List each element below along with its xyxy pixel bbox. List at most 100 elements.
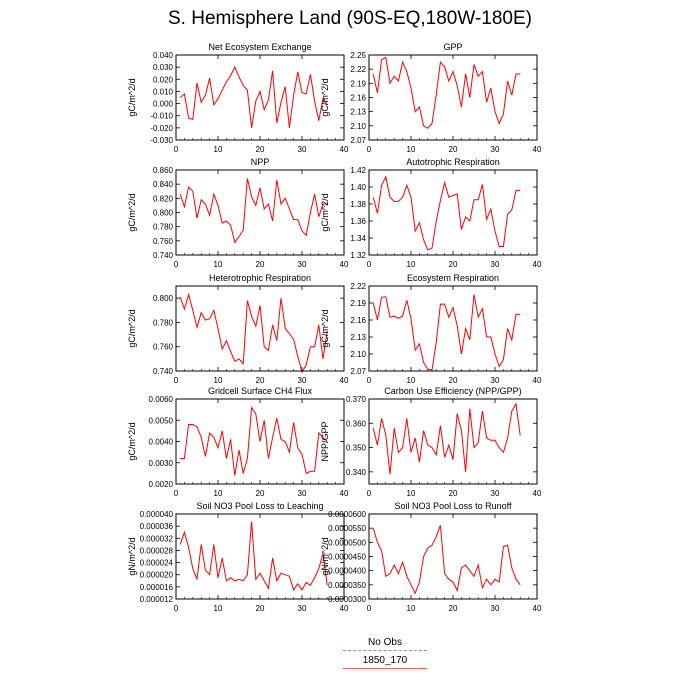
panel-soil-no3-pool-loss-to-leaching: Soil NO3 Pool Loss to Leaching gN/m^2/d 0 1… — [127, 501, 349, 613]
panel-title: GPP — [443, 42, 462, 52]
y-tick-label: 0.740 — [153, 367, 174, 376]
panel-gridcell-surface-ch4-flux: Gridcell Surface CH4 Flux gC/m^2/d 0 10 20 30… — [127, 386, 349, 498]
plot-frame — [175, 285, 345, 372]
y-tick-label: 0.0030 — [149, 459, 174, 468]
y-axis-label: gC/m^2/d — [320, 193, 330, 231]
x-tick-label: 40 — [340, 260, 349, 269]
y-tick-label: 2.19 — [350, 299, 366, 308]
series-line-1850-170 — [179, 292, 328, 374]
x-tick-label: 30 — [298, 376, 307, 385]
x-tick-label: 40 — [340, 376, 349, 385]
y-tick-label: 1.42 — [350, 166, 366, 175]
series-line-1850-170 — [179, 521, 328, 592]
plot-frame — [368, 54, 538, 141]
panel-npp: NPP gC/m^2/d 0 10 20 30 40 0.740 0.760 0.780 0.800… — [127, 157, 349, 269]
y-tick-label: 0.760 — [153, 237, 174, 246]
y-tick-label: 0.740 — [153, 251, 174, 260]
x-tick-label: 0 — [174, 145, 179, 154]
legend-label-no-obs: No Obs — [368, 637, 402, 648]
x-tick-label: 40 — [533, 260, 542, 269]
y-tick-label: 0.000032 — [140, 534, 174, 543]
y-tick-label: 0.0000300 — [328, 595, 366, 604]
y-tick-label: 0.0020 — [149, 480, 174, 489]
x-tick-label: 40 — [340, 489, 349, 498]
y-tick-label: 0.0000500 — [328, 538, 366, 547]
x-tick-label: 10 — [407, 376, 416, 385]
x-tick-label: 20 — [449, 604, 458, 613]
y-axis-label: gC/m^2/d — [320, 78, 330, 116]
x-tick-label: 30 — [491, 604, 500, 613]
y-tick-label: 1.38 — [350, 200, 366, 209]
y-tick-label: 2.10 — [350, 122, 366, 131]
x-tick-label: 40 — [533, 145, 542, 154]
panel-heterotrophic-respiration: Heterotrophic Respiration gC/m^2/d 0 10 20 30… — [127, 273, 349, 385]
panel-title: NPP — [251, 157, 270, 167]
x-tick-label: 30 — [298, 604, 307, 613]
y-tick-label: 2.13 — [350, 333, 366, 342]
panel-title: Carbon Use Efficiency (NPP/GPP) — [384, 386, 521, 396]
series-line-1850-170 — [372, 56, 521, 129]
x-tick-label: 10 — [407, 489, 416, 498]
y-tick-label: 0.800 — [153, 209, 174, 218]
x-tick-label: 40 — [533, 489, 542, 498]
figure-title: S. Hemisphere Land (90S-EQ,180W-180E) — [168, 8, 532, 29]
x-tick-label: 20 — [256, 260, 265, 269]
x-tick-label: 30 — [298, 260, 307, 269]
y-tick-label: 0.040 — [153, 51, 174, 60]
y-axis-label: gN/m^2/d — [320, 537, 330, 575]
y-tick-label: 2.07 — [350, 367, 366, 376]
y-tick-label: 0.000036 — [140, 522, 174, 531]
x-tick-label: 10 — [407, 260, 416, 269]
panel-autotrophic-respiration: Autotrophic Respiration gC/m^2/d 0 10 20 30 40… — [320, 157, 542, 269]
y-tick-label: 0.000028 — [140, 546, 174, 555]
x-tick-label: 20 — [256, 489, 265, 498]
x-tick-label: 10 — [214, 376, 223, 385]
y-axis-label: gC/m^2/d — [320, 309, 330, 347]
plot-frame — [368, 513, 538, 600]
x-tick-label: 0 — [367, 376, 372, 385]
y-tick-label: 0.000012 — [140, 595, 174, 604]
x-tick-label: 10 — [214, 260, 223, 269]
y-tick-label: 0.760 — [153, 343, 174, 352]
legend-line-no-obs — [343, 650, 427, 651]
panel-soil-no3-pool-loss-to-runoff: Soil NO3 Pool Loss to Runoff gN/m^2/d 0 10 2… — [320, 501, 542, 613]
y-tick-label: 2.22 — [350, 282, 366, 291]
y-tick-label: 2.07 — [350, 136, 366, 145]
x-tick-label: 30 — [491, 145, 500, 154]
panel-title: Soil NO3 Pool Loss to Leaching — [196, 501, 323, 511]
y-tick-label: 0.370 — [346, 395, 367, 404]
panel-title: Ecosystem Respiration — [407, 273, 499, 283]
y-tick-label: 0.000 — [153, 100, 174, 109]
y-tick-label: 2.16 — [350, 94, 366, 103]
series-line-1850-170 — [179, 65, 328, 128]
y-tick-label: 0.020 — [153, 75, 174, 84]
x-tick-label: 20 — [449, 145, 458, 154]
y-tick-label: 2.10 — [350, 350, 366, 359]
y-tick-label: 0.030 — [153, 63, 174, 72]
x-tick-label: 30 — [491, 260, 500, 269]
y-tick-label: 2.25 — [350, 51, 366, 60]
plot-frame — [368, 285, 538, 372]
y-tick-label: 2.16 — [350, 316, 366, 325]
y-tick-label: 0.360 — [346, 419, 367, 428]
y-tick-label: 0.0040 — [149, 438, 174, 447]
y-tick-label: 0.000016 — [140, 583, 174, 592]
legend: No Obs 1850_170 — [300, 637, 470, 673]
plot-frame — [175, 54, 345, 141]
plot-frame — [175, 169, 345, 256]
y-axis-label: gC/m^2/d — [127, 193, 137, 231]
x-tick-label: 40 — [340, 604, 349, 613]
plot-frame — [175, 398, 345, 485]
y-tick-label: 0.0000600 — [328, 510, 366, 519]
y-tick-label: 0.010 — [153, 87, 174, 96]
y-axis-label: NPP/GPP — [320, 421, 330, 461]
y-tick-label: 0.0000350 — [328, 581, 366, 590]
x-tick-label: 10 — [214, 604, 223, 613]
series-line-1850-170 — [372, 175, 521, 251]
y-tick-label: 0.0060 — [149, 395, 174, 404]
y-tick-label: 2.22 — [350, 65, 366, 74]
x-tick-label: 10 — [214, 145, 223, 154]
y-tick-label: -0.010 — [150, 112, 173, 121]
